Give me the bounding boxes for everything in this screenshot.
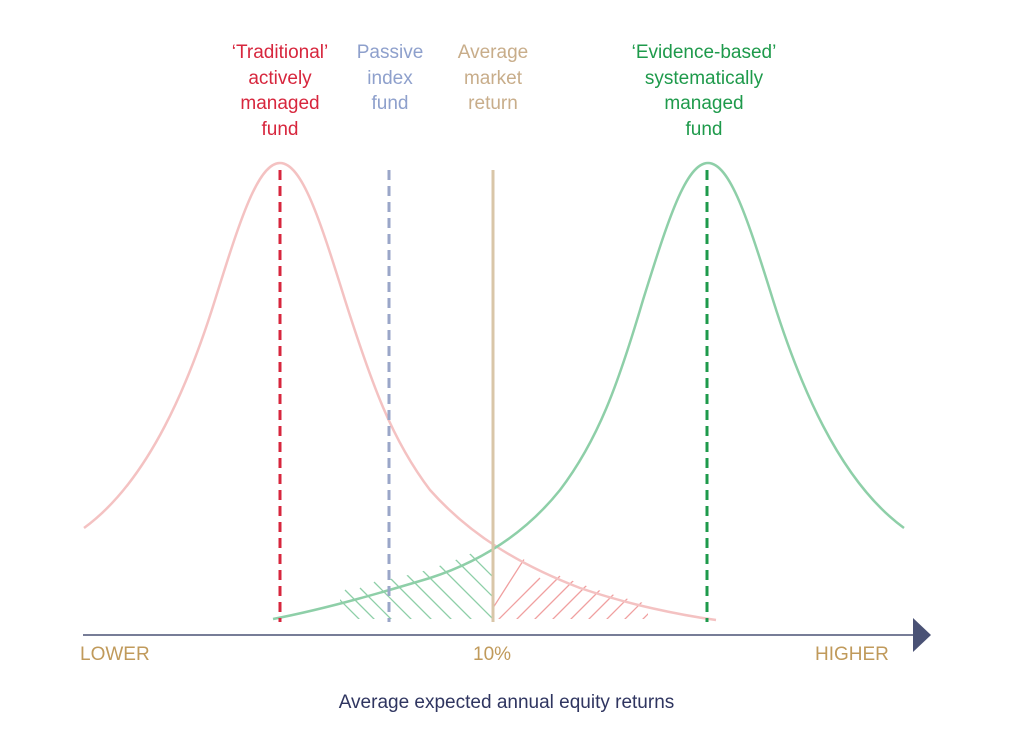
x-axis-arrow-icon — [913, 618, 931, 652]
x-axis-ten-percent-label: 10% — [473, 644, 512, 665]
green-hatch-region — [340, 543, 493, 619]
x-axis-higher-label: HIGHER — [815, 644, 889, 665]
passive-index-label: Passive index fund — [356, 42, 424, 114]
x-axis-lower-label: LOWER — [80, 644, 150, 665]
red-hatch-region — [493, 549, 648, 619]
traditional-distribution-curve — [83, 161, 717, 622]
market-return-label: Average market return — [457, 42, 529, 114]
traditional-fund-label: ‘Traditional’ actively managed fund — [231, 42, 329, 140]
x-axis-title: Average expected annual equity returns — [338, 692, 675, 713]
evidence-fund-label: ‘Evidence-based’ systematically managed … — [631, 42, 777, 140]
evidence-distribution-curve — [272, 161, 905, 621]
